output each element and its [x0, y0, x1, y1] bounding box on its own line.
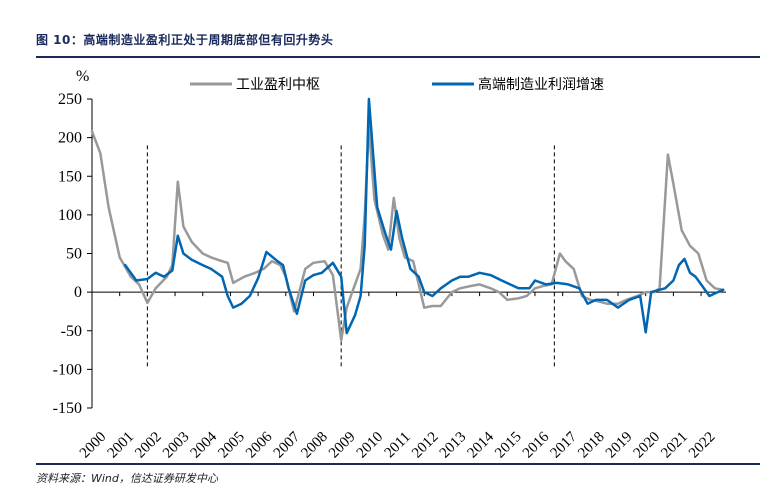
x-tick-label: 2016	[520, 429, 553, 462]
y-tick-label: -100	[53, 361, 82, 378]
y-axis-label: %	[76, 68, 89, 85]
x-tick-label: 2014	[465, 429, 498, 462]
x-tick-label: 2006	[243, 429, 276, 462]
legend-label-industrial: 工业盈利中枢	[236, 77, 320, 93]
x-tick-label: 2004	[188, 429, 221, 462]
title-rule	[36, 56, 760, 58]
x-tick-label: 2020	[631, 429, 664, 462]
series-lines	[90, 97, 725, 342]
x-tick-label: 2017	[548, 429, 581, 462]
x-tick-label: 2007	[271, 429, 304, 462]
y-tick-label: 250	[58, 91, 82, 108]
source-note: 资料来源：Wind，信达证券研发中心	[36, 472, 218, 485]
x-tick-label: 2015	[492, 429, 525, 462]
x-tick-label: 2005	[215, 429, 248, 462]
x-tick-label: 2019	[603, 429, 636, 462]
y-tick-label: -50	[61, 323, 82, 340]
cycle-markers	[146, 145, 555, 370]
x-tick-label: 2021	[658, 429, 691, 462]
y-tick-label: 100	[58, 207, 82, 224]
legend: 工业盈利中枢 高端制造业利润增速	[190, 76, 604, 93]
legend-label-high-end: 高端制造业利润增速	[478, 76, 604, 93]
figure-title: 图 10：高端制造业盈利正处于周期底部但有回升势头	[36, 33, 334, 47]
y-tick-label: 200	[58, 130, 82, 147]
y-tick-label: 150	[58, 168, 82, 185]
x-tick-label: 2001	[105, 429, 138, 462]
axes: -150-100-5005010015020025020002001200220…	[53, 91, 726, 461]
series-line-high-end-manufacturing	[123, 97, 725, 335]
x-tick-label: 2022	[686, 429, 719, 462]
y-tick-label: 0	[74, 284, 82, 301]
x-tick-label: 2009	[326, 429, 359, 462]
y-tick-label: 50	[66, 246, 82, 263]
x-tick-label: 2003	[160, 429, 193, 462]
x-tick-label: 2011	[382, 429, 414, 461]
x-tick-label: 2010	[354, 429, 387, 462]
x-tick-label: 2000	[77, 429, 110, 462]
x-tick-label: 2002	[132, 429, 165, 462]
series-line-industrial-profit	[90, 124, 725, 342]
x-tick-label: 2008	[298, 429, 331, 462]
x-tick-label: 2013	[437, 429, 470, 462]
x-tick-label: 2012	[409, 429, 442, 462]
x-tick-label: 2018	[575, 429, 608, 462]
footer-rule	[36, 463, 760, 465]
y-tick-label: -150	[53, 400, 82, 417]
